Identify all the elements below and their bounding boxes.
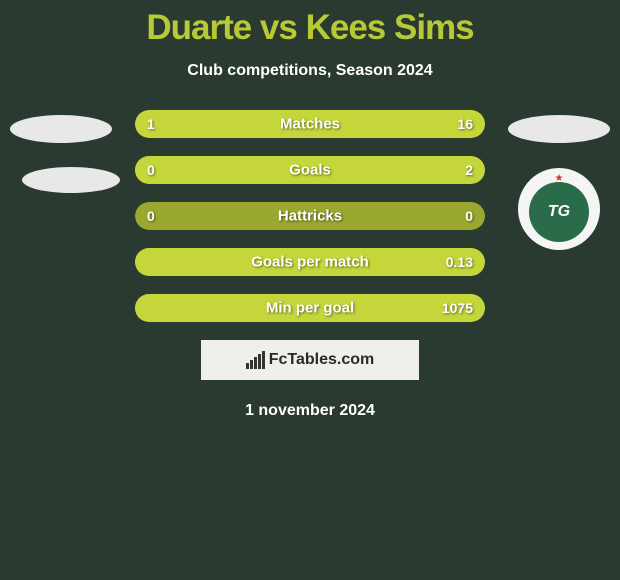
- stat-row-mpg: Min per goal 1075: [135, 294, 485, 322]
- stats-area: ★ TG 1 Matches 16 0 Goals 2 0 Hattricks …: [0, 110, 620, 322]
- stat-row-hattricks: 0 Hattricks 0: [135, 202, 485, 230]
- stat-value-left: 1: [147, 116, 155, 132]
- stat-label: Matches: [280, 116, 340, 133]
- team-logo-text: TG: [529, 182, 589, 242]
- player-right-ellipse: [508, 115, 610, 143]
- stat-value-right: 16: [457, 116, 473, 132]
- stat-label: Goals: [289, 162, 331, 179]
- star-icon: ★: [555, 173, 564, 184]
- subtitle: Club competitions, Season 2024: [0, 62, 620, 80]
- stats-bars: 1 Matches 16 0 Goals 2 0 Hattricks 0 Goa…: [135, 110, 485, 322]
- player-left-ellipse-2: [22, 167, 120, 193]
- stat-value-right: 2: [465, 162, 473, 178]
- stat-row-gpm: Goals per match 0.13: [135, 248, 485, 276]
- page-title: Duarte vs Kees Sims: [0, 0, 620, 48]
- stat-value-right: 1075: [442, 300, 473, 316]
- stat-value-left: 0: [147, 208, 155, 224]
- team-logo: ★ TG: [518, 168, 600, 250]
- stat-label: Min per goal: [266, 300, 354, 317]
- stat-label: Hattricks: [278, 208, 342, 225]
- stat-row-matches: 1 Matches 16: [135, 110, 485, 138]
- fctables-label: FcTables.com: [269, 351, 375, 369]
- date-label: 1 november 2024: [0, 402, 620, 420]
- fctables-badge[interactable]: FcTables.com: [201, 340, 419, 380]
- stat-value-left: 0: [147, 162, 155, 178]
- stat-row-goals: 0 Goals 2: [135, 156, 485, 184]
- stat-label: Goals per match: [251, 254, 369, 271]
- stat-value-right: 0.13: [446, 254, 473, 270]
- player-left-ellipse-1: [10, 115, 112, 143]
- bar-chart-icon: [246, 351, 265, 369]
- stat-value-right: 0: [465, 208, 473, 224]
